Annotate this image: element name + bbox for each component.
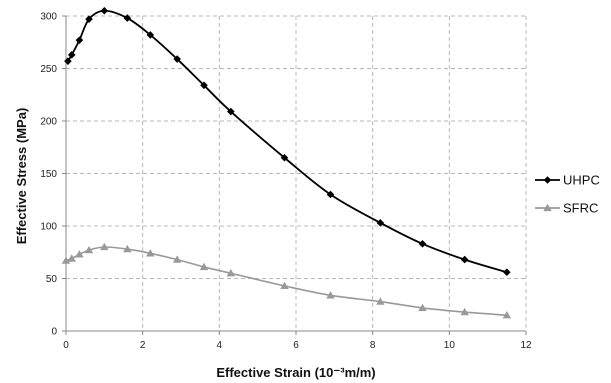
sfrc-point: [123, 244, 132, 253]
sfrc-point: [418, 303, 427, 312]
y-tick-labels: 0 50 100 150 200 250 300: [40, 12, 57, 338]
series-sfrc: [61, 242, 512, 319]
uhpc-point: [123, 14, 132, 22]
y-tick-label: 50: [46, 274, 58, 285]
series-uhpc: [64, 6, 511, 276]
legend-label: UHPC: [563, 173, 600, 188]
uhpc-point: [460, 255, 469, 264]
y-tick-label: 0: [51, 327, 57, 338]
sfrc-point: [172, 255, 182, 263]
sfrc-point: [502, 311, 512, 319]
sfrc-point: [326, 291, 335, 299]
x-axis-label: Effective Strain (10⁻³m/m): [216, 365, 375, 380]
sfrc-point: [376, 297, 385, 305]
uhpc-point: [503, 268, 511, 276]
sfrc-line: [65, 246, 507, 317]
sfrc-point: [100, 242, 109, 251]
y-tick-label: 200: [40, 117, 57, 128]
sfrc-point: [199, 262, 209, 271]
y-tick-label: 250: [40, 64, 57, 75]
sfrc-point: [84, 245, 94, 254]
legend-swatch-marker: [543, 203, 552, 212]
legend: UHPC SFRC: [535, 173, 600, 216]
y-axis-label: Effective Stress (MPa): [14, 108, 29, 245]
uhpc-point: [173, 55, 181, 63]
uhpc-point: [146, 31, 155, 39]
legend-item-sfrc: SFRC: [535, 201, 598, 216]
uhpc-point: [67, 51, 76, 59]
legend-item-uhpc: UHPC: [535, 173, 600, 188]
x-tick-label: 2: [140, 340, 146, 351]
uhpc-point: [227, 107, 235, 116]
grid-lines: [66, 15, 527, 331]
sfrc-point: [460, 307, 469, 316]
x-tick-label: 12: [520, 340, 532, 351]
x-tick-label: 6: [293, 340, 299, 351]
series-group: [61, 6, 512, 319]
sfrc-point: [67, 254, 76, 262]
x-tick-label: 8: [370, 340, 376, 351]
uhpc-point: [280, 153, 289, 162]
sfrc-point: [75, 250, 84, 258]
axes: [62, 15, 527, 335]
y-tick-label: 100: [40, 222, 57, 233]
sfrc-point: [61, 256, 71, 264]
uhpc-point: [376, 219, 385, 227]
x-tick-label: 10: [444, 340, 456, 351]
y-tick-label: 150: [40, 169, 57, 180]
uhpc-point: [418, 240, 427, 248]
legend-label: SFRC: [563, 201, 598, 216]
y-tick-label: 300: [40, 12, 57, 23]
sfrc-point: [280, 281, 289, 289]
x-tick-labels: 0 2 4 6 8 10 12: [63, 340, 532, 351]
uhpc-point: [75, 36, 84, 44]
x-tick-label: 0: [63, 340, 69, 351]
uhpc-point: [85, 15, 93, 23]
sfrc-point: [146, 249, 155, 257]
uhpc-point: [100, 6, 109, 15]
x-tick-label: 4: [217, 340, 223, 351]
legend-swatch-marker: [543, 176, 552, 184]
uhpc-point: [200, 81, 208, 90]
sfrc-point: [226, 269, 236, 277]
uhpc-line: [67, 9, 508, 274]
uhpc-point: [64, 57, 72, 65]
uhpc-point: [326, 190, 335, 199]
